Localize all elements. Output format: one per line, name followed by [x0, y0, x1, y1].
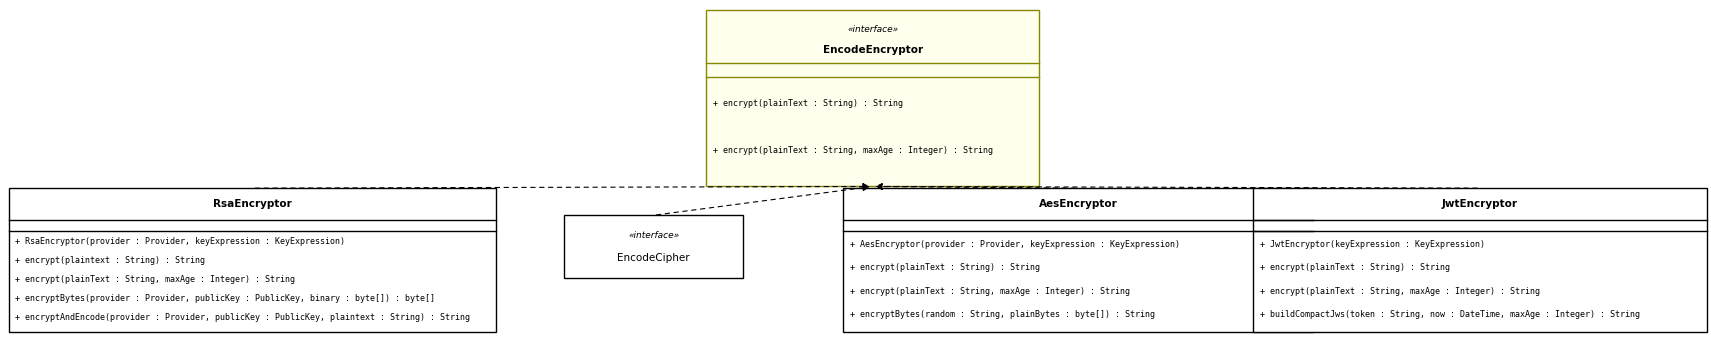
Text: + encrypt(plainText : String) : String: + encrypt(plainText : String) : String — [1259, 263, 1451, 272]
Bar — [9, 188, 496, 332]
Text: + RsaEncryptor(provider : Provider, keyExpression : KeyExpression): + RsaEncryptor(provider : Provider, keyE… — [15, 237, 346, 246]
Text: + encrypt(plainText : String, maxAge : Integer) : String: + encrypt(plainText : String, maxAge : I… — [712, 146, 992, 155]
Bar — [842, 188, 1314, 332]
Text: + AesEncryptor(provider : Provider, keyExpression : KeyExpression): + AesEncryptor(provider : Provider, keyE… — [849, 240, 1179, 249]
Bar — [563, 215, 743, 278]
Text: + encryptAndEncode(provider : Provider, publicKey : PublicKey, plaintext : Strin: + encryptAndEncode(provider : Provider, … — [15, 314, 471, 322]
Text: «interface»: «interface» — [628, 231, 679, 240]
Text: RsaEncryptor: RsaEncryptor — [212, 199, 293, 209]
Text: + JwtEncryptor(keyExpression : KeyExpression): + JwtEncryptor(keyExpression : KeyExpres… — [1259, 240, 1485, 249]
Text: JwtEncryptor: JwtEncryptor — [1442, 199, 1518, 209]
Bar — [705, 10, 1039, 186]
Text: + encrypt(plainText : String) : String: + encrypt(plainText : String) : String — [849, 263, 1040, 272]
Text: + encrypt(plainText : String) : String: + encrypt(plainText : String) : String — [712, 99, 903, 108]
Text: + buildCompactJws(token : String, now : DateTime, maxAge : Integer) : String: + buildCompactJws(token : String, now : … — [1259, 310, 1641, 319]
Text: + encrypt(plainText : String, maxAge : Integer) : String: + encrypt(plainText : String, maxAge : I… — [15, 275, 296, 284]
Text: + encryptBytes(provider : Provider, publicKey : PublicKey, binary : byte[]) : by: + encryptBytes(provider : Provider, publ… — [15, 294, 435, 303]
Text: + encrypt(plainText : String, maxAge : Integer) : String: + encrypt(plainText : String, maxAge : I… — [1259, 287, 1540, 296]
Text: EncodeEncryptor: EncodeEncryptor — [823, 44, 922, 55]
Bar — [1252, 188, 1706, 332]
Text: EncodeCipher: EncodeCipher — [618, 253, 690, 263]
Text: + encrypt(plainText : String, maxAge : Integer) : String: + encrypt(plainText : String, maxAge : I… — [849, 287, 1129, 296]
Text: + encrypt(plaintext : String) : String: + encrypt(plaintext : String) : String — [15, 256, 205, 265]
Text: + encryptBytes(random : String, plainBytes : byte[]) : String: + encryptBytes(random : String, plainByt… — [849, 310, 1155, 319]
Text: AesEncryptor: AesEncryptor — [1039, 199, 1117, 209]
Text: «interface»: «interface» — [847, 25, 898, 34]
